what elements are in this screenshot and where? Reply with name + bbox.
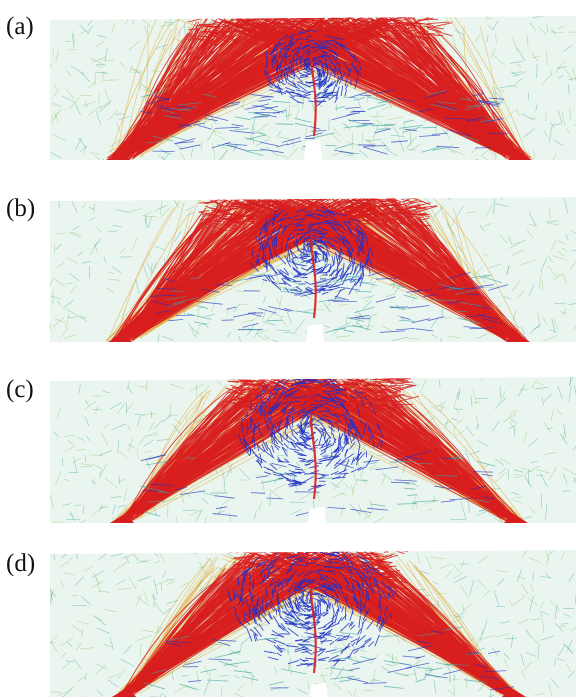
notch	[306, 324, 324, 342]
crack-path	[310, 410, 317, 500]
stress-field-image	[50, 550, 576, 697]
right-support	[506, 332, 530, 342]
panel-label: (d)	[6, 550, 36, 577]
panel-label: (b)	[6, 195, 36, 222]
left-support	[106, 150, 130, 160]
right-support	[504, 513, 528, 523]
notch	[304, 140, 322, 160]
right-support	[502, 687, 526, 697]
stress-field-panel	[50, 545, 576, 697]
notch	[310, 683, 328, 697]
stress-field-panel	[50, 371, 576, 523]
stress-field-image	[50, 377, 576, 523]
right-support	[508, 150, 532, 160]
crack-path	[310, 582, 317, 674]
left-support	[112, 687, 136, 697]
panel-label: (c)	[6, 376, 34, 403]
crack-path	[310, 47, 317, 137]
stress-field-panel	[50, 190, 576, 342]
left-support	[108, 332, 132, 342]
panel-label: (a)	[6, 13, 34, 40]
stress-field-image	[50, 16, 576, 160]
left-support	[110, 513, 134, 523]
crack-path	[310, 231, 317, 319]
stress-field-panel	[50, 8, 576, 160]
stress-field-image	[50, 197, 576, 342]
notch	[308, 507, 326, 523]
